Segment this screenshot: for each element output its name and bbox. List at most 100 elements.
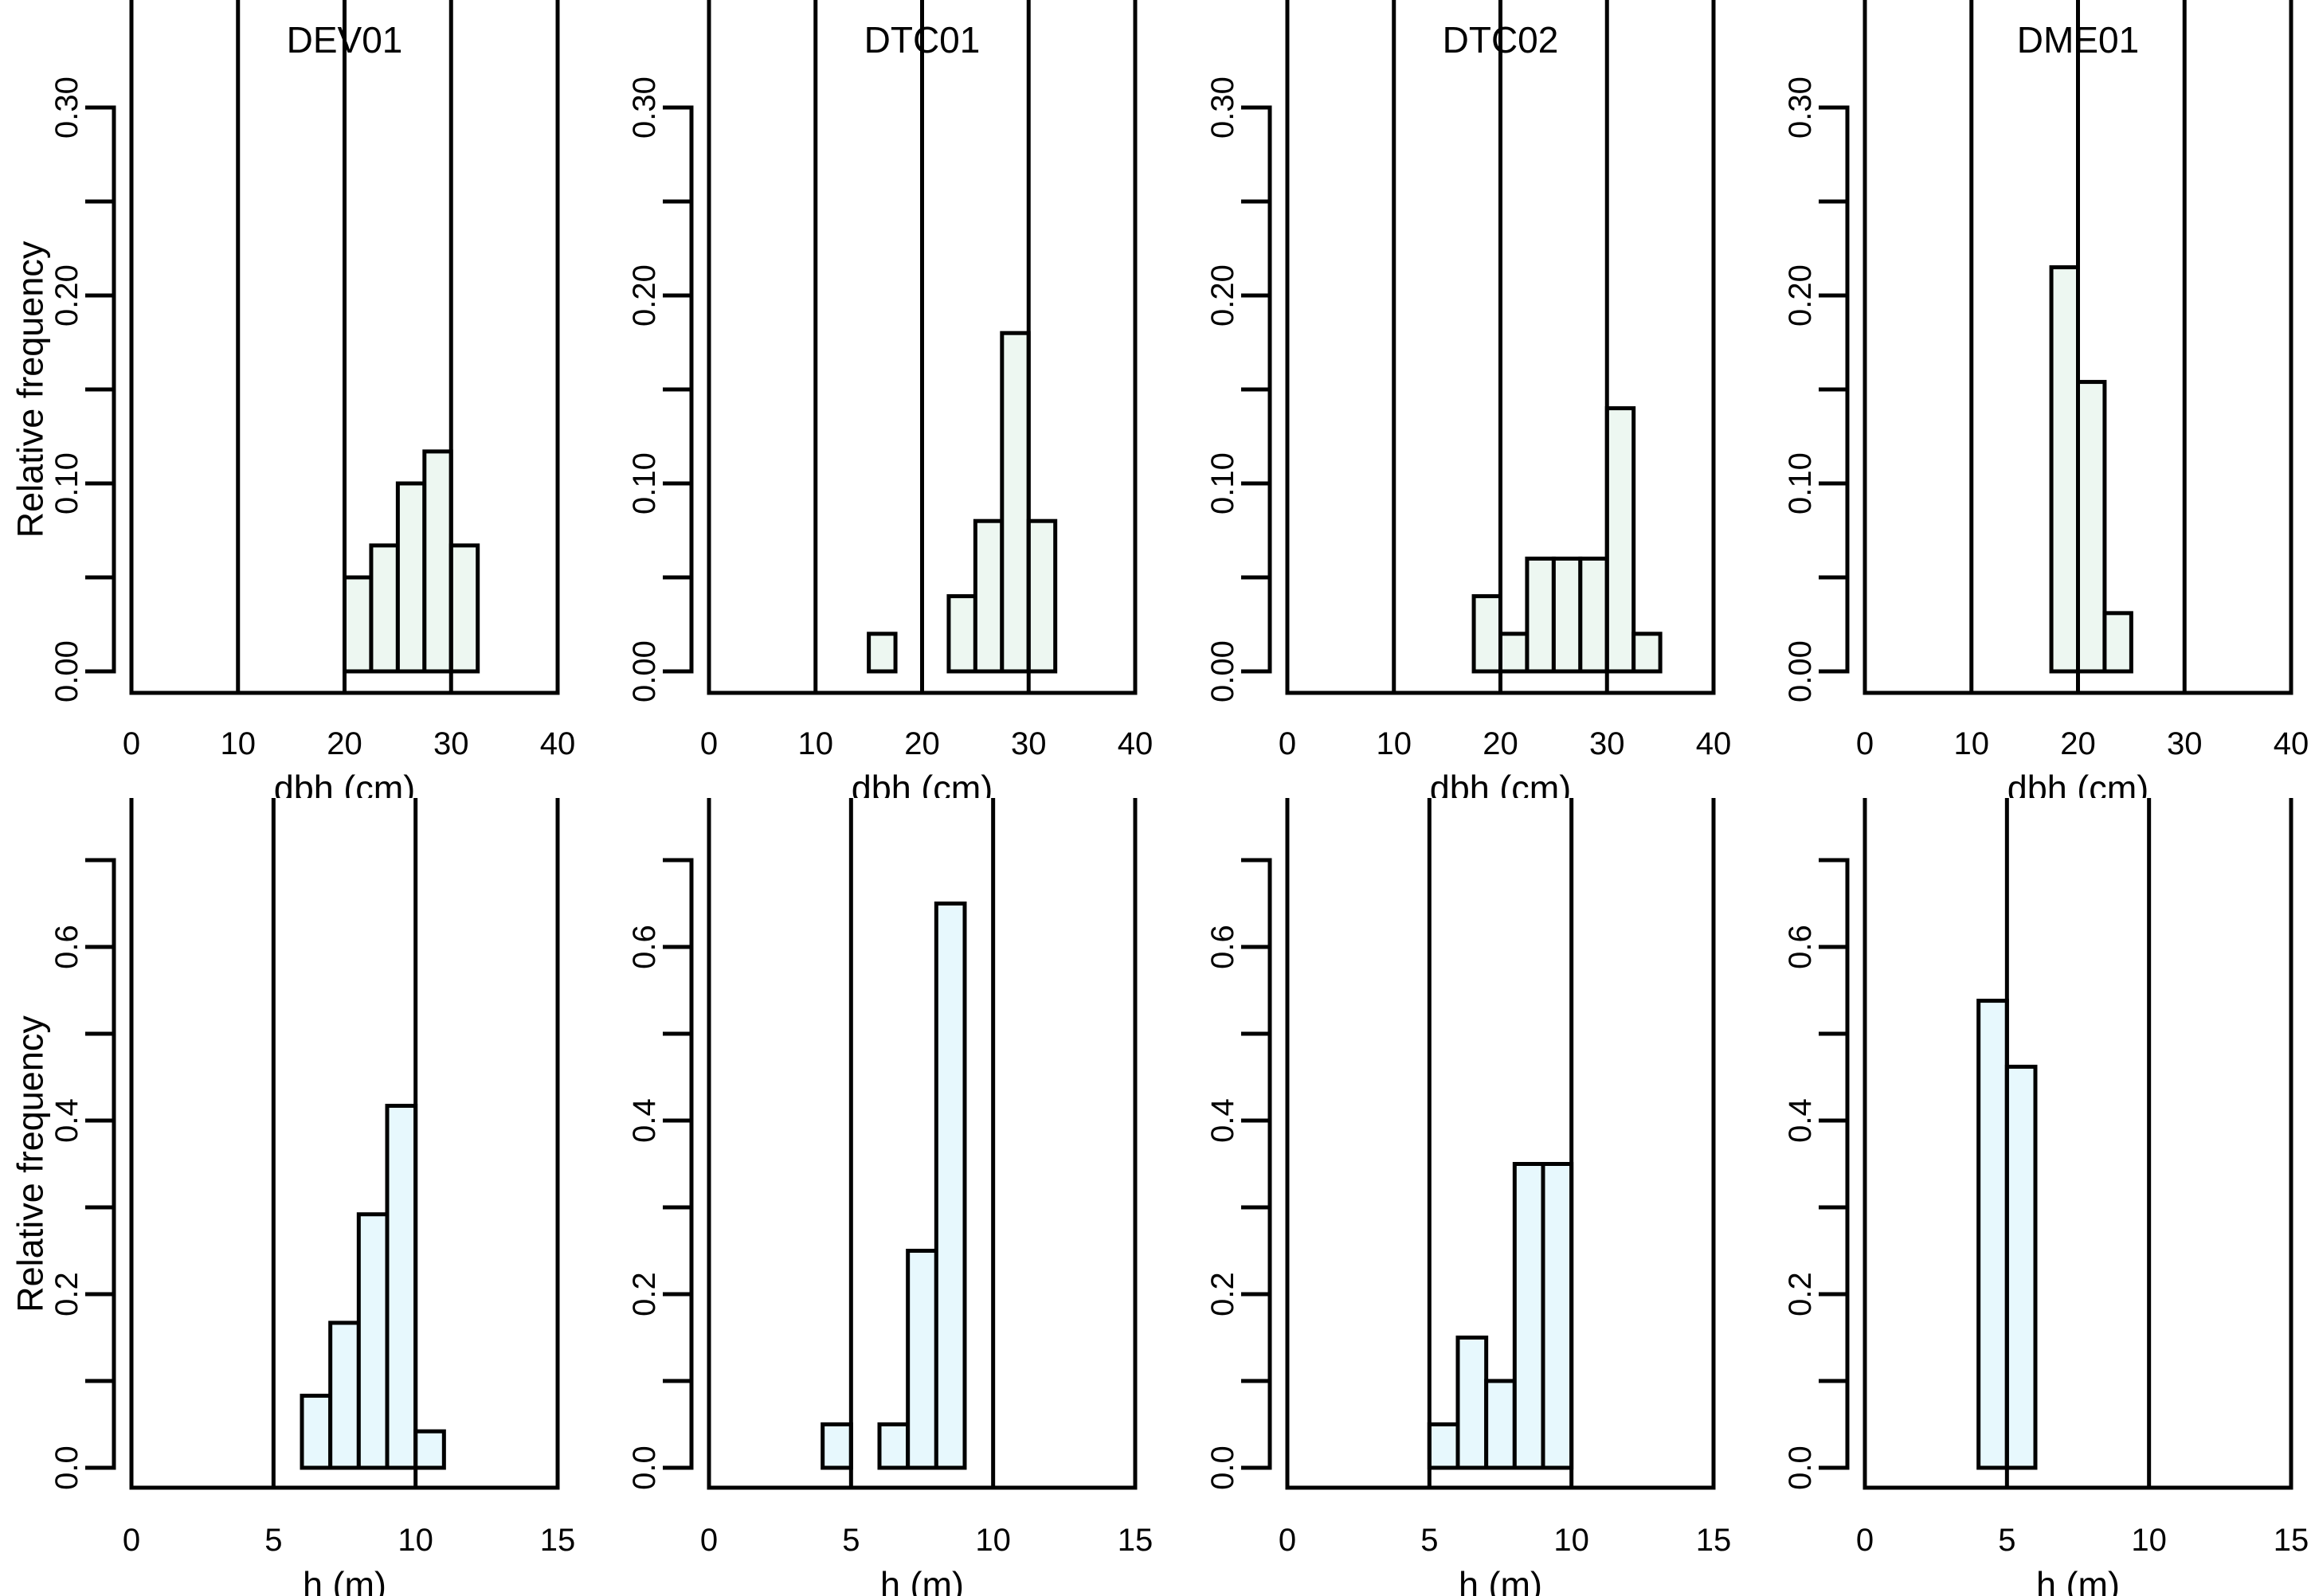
x-axis-tick-label: 30 bbox=[1589, 726, 1625, 761]
x-axis-tick-label: 10 bbox=[798, 726, 834, 761]
histogram-panel-dtc02-dbh: 0.00 0.10 0.20 0.30 0 10 20 30 40 dbh (cm) DTC02 bbox=[1156, 0, 1733, 798]
histogram-panel-dme01-h: 0.0 0.2 0.4 0.6 0 5 10 15 h (m) bbox=[1733, 798, 2311, 1596]
histogram-bar bbox=[356, 1212, 390, 1470]
panel-title: DME01 bbox=[2017, 19, 2139, 61]
histogram-bar bbox=[2004, 1064, 2038, 1470]
histogram-bar bbox=[413, 1429, 446, 1470]
histogram-bar bbox=[395, 481, 427, 674]
y-axis-tick-label: 0.0 bbox=[1205, 1445, 1240, 1490]
x-axis-tick-label: 10 bbox=[2131, 1523, 2167, 1558]
x-axis-tick-label: 40 bbox=[1695, 726, 1731, 761]
histogram-bar bbox=[906, 1249, 939, 1470]
x-axis-tick-label: 5 bbox=[264, 1523, 282, 1558]
x-axis-tick-label: 20 bbox=[1483, 726, 1518, 761]
x-axis-tick-label: 5 bbox=[1420, 1523, 1438, 1558]
x-axis-tick-label: 30 bbox=[433, 726, 469, 761]
histogram-svg-dme01-dbh: 0.00 0.10 0.20 0.30 0 10 20 30 40 dbh (cm) DME01 bbox=[1783, 0, 2309, 799]
x-axis-tick-label: 10 bbox=[1376, 726, 1412, 761]
x-axis-label: h (m) bbox=[1459, 1565, 1542, 1596]
y-axis-tick-label: 0.00 bbox=[49, 640, 84, 702]
histogram-bar bbox=[328, 1320, 361, 1470]
histogram-bar bbox=[1976, 999, 2009, 1470]
histogram-svg-dtc01-h: 0.0 0.2 0.4 0.6 0 5 10 15 h (m) bbox=[627, 798, 1154, 1596]
histogram-bar bbox=[2049, 265, 2080, 674]
y-axis-tick-label: 0.10 bbox=[49, 452, 84, 514]
x-axis-tick-label: 0 bbox=[1856, 726, 1874, 761]
x-axis-tick-label: 0 bbox=[700, 1523, 718, 1558]
histogram-bar bbox=[2075, 380, 2107, 674]
histogram-panel-dtc01-h: 0.0 0.2 0.4 0.6 0 5 10 15 h (m) bbox=[578, 798, 1155, 1596]
y-axis-tick-label: 0.2 bbox=[1783, 1272, 1818, 1316]
histogram-bar bbox=[973, 518, 1005, 674]
histogram-panel-dtc01-dbh: 0.00 0.10 0.20 0.30 0 10 20 30 40 dbh (cm) DTC01 bbox=[578, 0, 1155, 798]
x-axis-tick-label: 40 bbox=[1118, 726, 1154, 761]
x-axis-label: dbh (cm) bbox=[2007, 769, 2148, 799]
histogram-bar bbox=[343, 575, 374, 674]
x-axis-tick-label: 15 bbox=[2274, 1523, 2309, 1558]
histogram-svg-dtc02-dbh: 0.00 0.10 0.20 0.30 0 10 20 30 40 dbh (cm) DTC02 bbox=[1205, 0, 1731, 799]
panel-title: DTC01 bbox=[864, 19, 981, 61]
histogram-bar bbox=[867, 632, 898, 674]
y-axis-tick-label: 0.30 bbox=[1205, 76, 1240, 139]
y-axis-tick-label: 0.10 bbox=[627, 452, 662, 514]
y-axis-tick-label: 0.2 bbox=[627, 1272, 662, 1316]
histogram-bar bbox=[369, 543, 400, 674]
x-axis-tick-label: 10 bbox=[398, 1523, 433, 1558]
y-axis-tick-label: 0.00 bbox=[1783, 640, 1818, 702]
y-axis-tick-label: 0.0 bbox=[49, 1445, 84, 1490]
x-axis-label: dbh (cm) bbox=[274, 769, 416, 799]
histogram-bar bbox=[1483, 1379, 1517, 1470]
y-axis-tick-label: 0.0 bbox=[1783, 1445, 1818, 1490]
x-axis-tick-label: 0 bbox=[123, 1523, 140, 1558]
x-axis-tick-label: 0 bbox=[123, 726, 140, 761]
y-axis-tick-label: 0.30 bbox=[1783, 76, 1818, 139]
y-axis-tick-label: 0.20 bbox=[1783, 264, 1818, 327]
y-axis-tick-label: 0.6 bbox=[1783, 925, 1818, 969]
y-axis-label: Relative frequency bbox=[10, 1015, 51, 1312]
histogram-bar bbox=[300, 1394, 333, 1470]
y-axis-tick-label: 0.4 bbox=[49, 1098, 84, 1143]
x-axis-tick-label: 40 bbox=[2274, 726, 2309, 761]
x-axis-tick-label: 0 bbox=[1278, 726, 1295, 761]
x-axis-tick-label: 15 bbox=[1118, 1523, 1154, 1558]
histogram-bar bbox=[1027, 518, 1058, 674]
histogram-bar bbox=[1604, 406, 1635, 674]
histogram-bar bbox=[385, 1103, 418, 1470]
y-axis-tick-label: 0.10 bbox=[1783, 452, 1818, 514]
x-axis-label: dbh (cm) bbox=[1429, 769, 1571, 799]
y-axis-tick-label: 0.4 bbox=[627, 1098, 662, 1143]
x-axis-tick-label: 15 bbox=[1695, 1523, 1731, 1558]
histogram-bar bbox=[1455, 1336, 1488, 1470]
histogram-bar bbox=[2102, 611, 2133, 674]
y-axis-tick-label: 0.20 bbox=[49, 264, 84, 327]
histogram-panel-dtc02-h: 0.0 0.2 0.4 0.6 0 5 10 15 h (m) bbox=[1156, 798, 1733, 1596]
histogram-bar bbox=[946, 594, 978, 674]
x-axis-tick-label: 40 bbox=[540, 726, 576, 761]
y-axis-tick-label: 0.4 bbox=[1205, 1098, 1240, 1143]
x-axis-tick-label: 20 bbox=[327, 726, 362, 761]
histogram-bar bbox=[422, 449, 453, 674]
y-axis-label: Relative frequency bbox=[10, 241, 51, 538]
x-axis-tick-label: 30 bbox=[2167, 726, 2203, 761]
histogram-bar bbox=[1631, 632, 1663, 674]
histogram-svg-dtc02-h: 0.0 0.2 0.4 0.6 0 5 10 15 h (m) bbox=[1205, 798, 1731, 1596]
x-axis-tick-label: 10 bbox=[221, 726, 257, 761]
x-axis-tick-label: 20 bbox=[905, 726, 941, 761]
panel-title: DTC02 bbox=[1442, 19, 1558, 61]
y-axis-tick-label: 0.20 bbox=[1205, 264, 1240, 327]
histogram-bar bbox=[1541, 1162, 1573, 1470]
histogram-bar bbox=[1512, 1162, 1545, 1470]
y-axis-tick-label: 0.0 bbox=[627, 1445, 662, 1490]
y-axis-tick-label: 0.2 bbox=[49, 1272, 84, 1316]
x-axis-tick-label: 0 bbox=[700, 726, 718, 761]
y-axis-tick-label: 0.20 bbox=[627, 264, 662, 327]
histogram-panel-dev01-h: 0.0 0.2 0.4 0.6 0 5 10 15 h (m) Relative frequenc… bbox=[0, 798, 578, 1596]
histogram-svg-dme01-h: 0.0 0.2 0.4 0.6 0 5 10 15 h (m) bbox=[1783, 798, 2309, 1596]
y-axis-tick-label: 0.6 bbox=[1205, 925, 1240, 969]
x-axis-tick-label: 0 bbox=[1278, 1523, 1295, 1558]
histogram-panel-dme01-dbh: 0.00 0.10 0.20 0.30 0 10 20 30 40 dbh (cm) DME01 bbox=[1733, 0, 2311, 798]
histogram-bar bbox=[934, 902, 967, 1470]
x-axis-tick-label: 10 bbox=[976, 1523, 1012, 1558]
histogram-bar bbox=[1524, 556, 1556, 674]
